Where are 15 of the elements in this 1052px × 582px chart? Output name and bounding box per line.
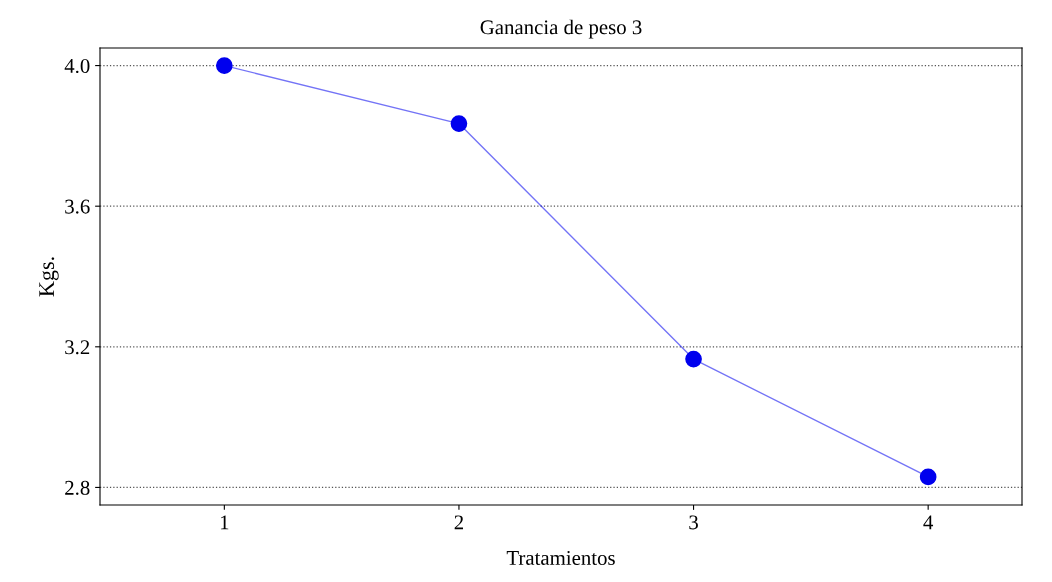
point — [919, 468, 937, 486]
y-tick-label: 3.6 — [65, 199, 90, 214]
x-axis-title: Tratamientos — [506, 550, 615, 565]
x-tick-label: 3 — [689, 515, 698, 530]
x-tick-label: 1 — [220, 515, 229, 530]
x-tick-label: 2 — [454, 515, 464, 530]
x-tick-label: 4 — [923, 515, 934, 530]
y-tick-label: 3.2 — [65, 340, 90, 355]
point — [685, 350, 702, 368]
point — [450, 115, 468, 132]
y-tick-label: 2.8 — [65, 480, 90, 495]
y-axis-title: Kgs. — [39, 257, 59, 297]
y-tick-label: 4.0 — [64, 58, 90, 74]
chart-title: Ganancia de peso 3 — [480, 19, 642, 39]
point — [216, 57, 233, 74]
